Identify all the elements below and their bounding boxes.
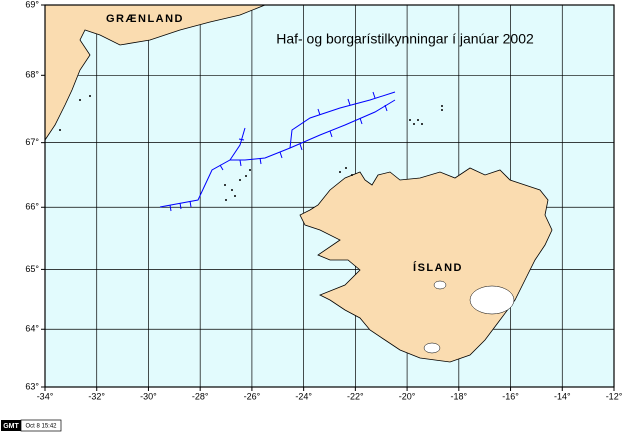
stamp-time-box — [20, 419, 62, 432]
map-title: Haf- og borgarístilkynningar í janúar 20… — [276, 31, 534, 47]
y-tick-label: 64° — [25, 324, 39, 334]
x-tick-label: -20° — [399, 391, 416, 401]
icebergs — [59, 95, 443, 201]
x-tick-label: -32° — [88, 391, 105, 401]
x-tick-label: -28° — [192, 391, 209, 401]
x-tick-label: -12° — [606, 391, 623, 401]
stamp-logo: GMT — [3, 423, 19, 430]
x-tick-label: -22° — [347, 391, 364, 401]
y-tick-label: 66° — [25, 202, 39, 212]
stamp-time: Oct 8 15:42 — [25, 424, 57, 430]
greenland — [44, 4, 266, 142]
stamp-logo-box — [1, 420, 21, 431]
region-label: GRÆNLAND — [106, 13, 184, 25]
x-tick-label: -30° — [140, 391, 157, 401]
x-tick-label: -14° — [554, 391, 571, 401]
x-tick-label: -34° — [37, 391, 54, 401]
y-tick-label: 63° — [25, 381, 39, 391]
ice-edge — [159, 91, 396, 212]
x-tick-label: -24° — [295, 391, 312, 401]
y-tick-label: 67° — [25, 137, 39, 147]
x-tick-label: -16° — [502, 391, 519, 401]
y-tick-label: 68° — [25, 70, 39, 80]
x-tick-label: -26° — [244, 391, 261, 401]
x-tick-label: -18° — [451, 391, 468, 401]
frame — [44, 4, 615, 388]
region-label: ÍSLAND — [413, 261, 463, 274]
glacier — [423, 342, 441, 354]
glacier — [433, 280, 447, 290]
y-tick-label: 69° — [25, 0, 39, 9]
glacier — [469, 285, 515, 315]
y-tick-label: 65° — [25, 264, 39, 274]
